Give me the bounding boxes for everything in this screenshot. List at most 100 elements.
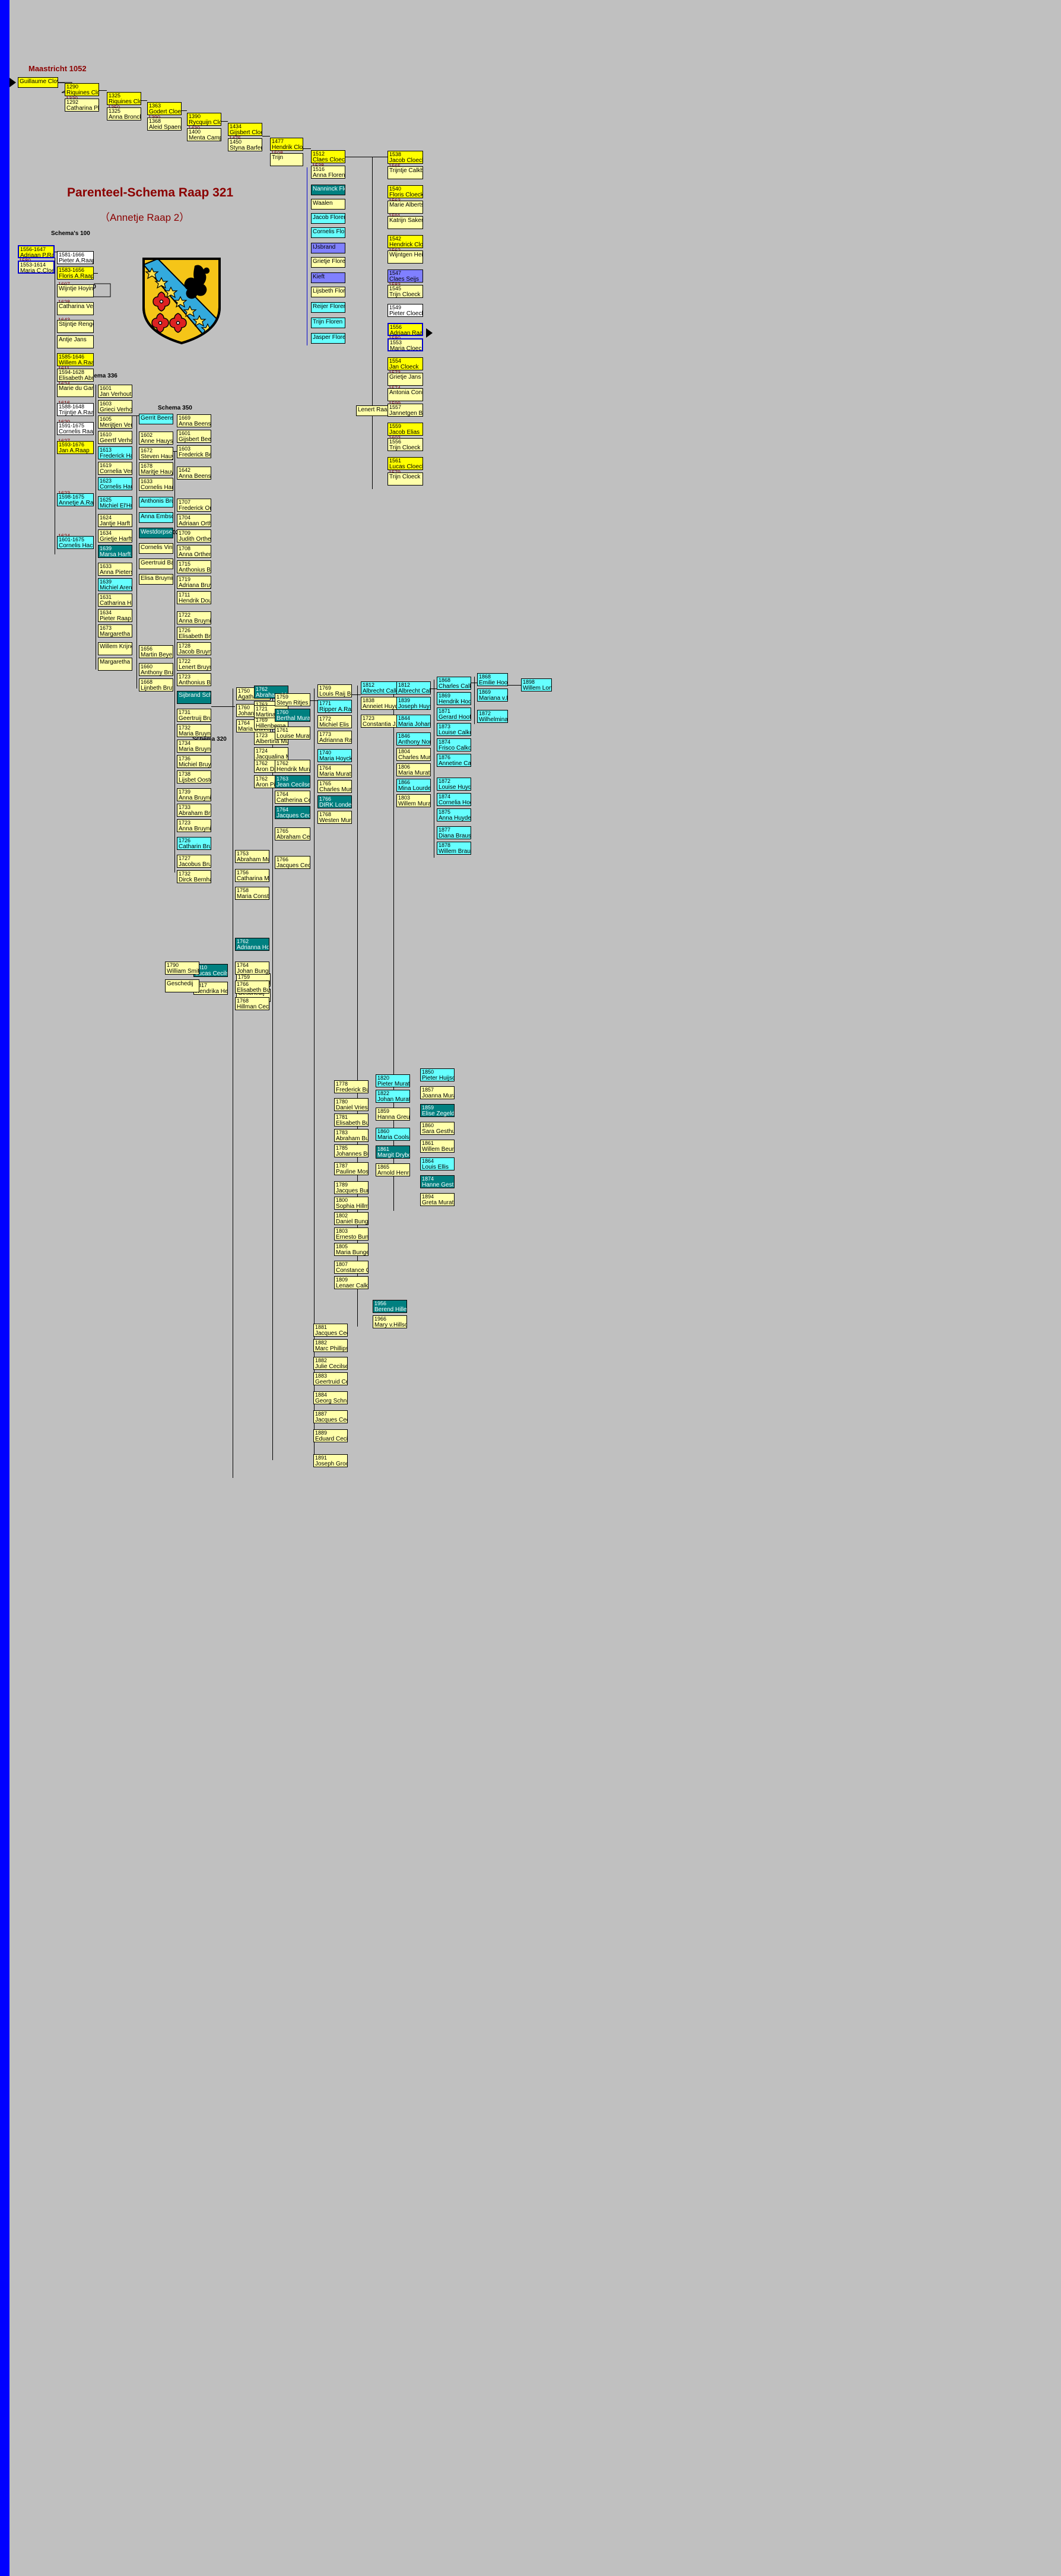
person-node[interactable]: Reijer Floren [311, 302, 345, 313]
person-node[interactable]: 1547 Claes Seijs [387, 269, 423, 283]
person-node[interactable]: 1763 Jean Cecilsed [275, 775, 310, 788]
person-node[interactable]: 1368 Aleid Spaen [147, 118, 182, 131]
person-node[interactable]: Trijn [270, 153, 303, 166]
person-node[interactable]: 1549 Pieter Cloeck [387, 304, 423, 317]
person-node[interactable]: 1708 Anna Orthen [177, 545, 211, 558]
person-node[interactable]: 1709 Judith Orthen [177, 529, 211, 543]
person-node[interactable]: 1593-1676 Jan A.Raap [57, 441, 94, 454]
person-node[interactable]: 1588-1648 Trijntje A.Raap [57, 403, 94, 416]
person-node[interactable]: Katrijn Sakema [387, 216, 423, 229]
person-node[interactable]: Trijntje Calkbrand [387, 166, 423, 179]
person-node[interactable]: 1601 Jan Verhout [98, 385, 132, 398]
person-node[interactable]: 1764 Maria Muratt [317, 764, 352, 778]
person-node[interactable]: 1822 Johan Muratt [376, 1090, 410, 1103]
person-node[interactable]: 1766 DIRK Londen [317, 795, 352, 808]
person-node[interactable]: Lijsbeth Floren [311, 287, 345, 297]
person-node[interactable]: Jasper Floren [311, 333, 345, 344]
person-node[interactable]: 1760 Berthal Muratt [275, 709, 310, 722]
person-node[interactable]: 1882 Marc Phillips [313, 1339, 348, 1352]
person-node[interactable]: Antje Jans [57, 335, 94, 348]
person-node[interactable]: Cornelis Floren [311, 227, 345, 238]
person-node[interactable]: 1516 Anna Floren [311, 166, 345, 179]
person-node[interactable]: 1772 Michiel Elis [317, 715, 352, 728]
person-node[interactable]: Westdorpse [139, 528, 173, 538]
person-node[interactable]: Antonia Conincx [387, 388, 423, 401]
person-node[interactable]: 1759 Steyn Ritjes [275, 693, 310, 706]
person-node[interactable]: 1669 Anna Beens [177, 414, 211, 427]
person-node[interactable]: Grietje Jans [387, 373, 423, 386]
person-node[interactable]: 1554 Jan Cloeck [387, 357, 423, 370]
person-node[interactable]: 1545 Trijn Cloeck [387, 285, 423, 298]
person-node[interactable]: 1553 Maria Cloeck [387, 338, 423, 351]
person-node[interactable]: Gerrit Beens [139, 414, 173, 424]
person-node[interactable]: Wijntgen Heijsters [387, 250, 423, 264]
person-node[interactable]: 1806 Maria Muratt [396, 763, 431, 776]
person-node[interactable]: Jacob Floren [311, 213, 345, 224]
